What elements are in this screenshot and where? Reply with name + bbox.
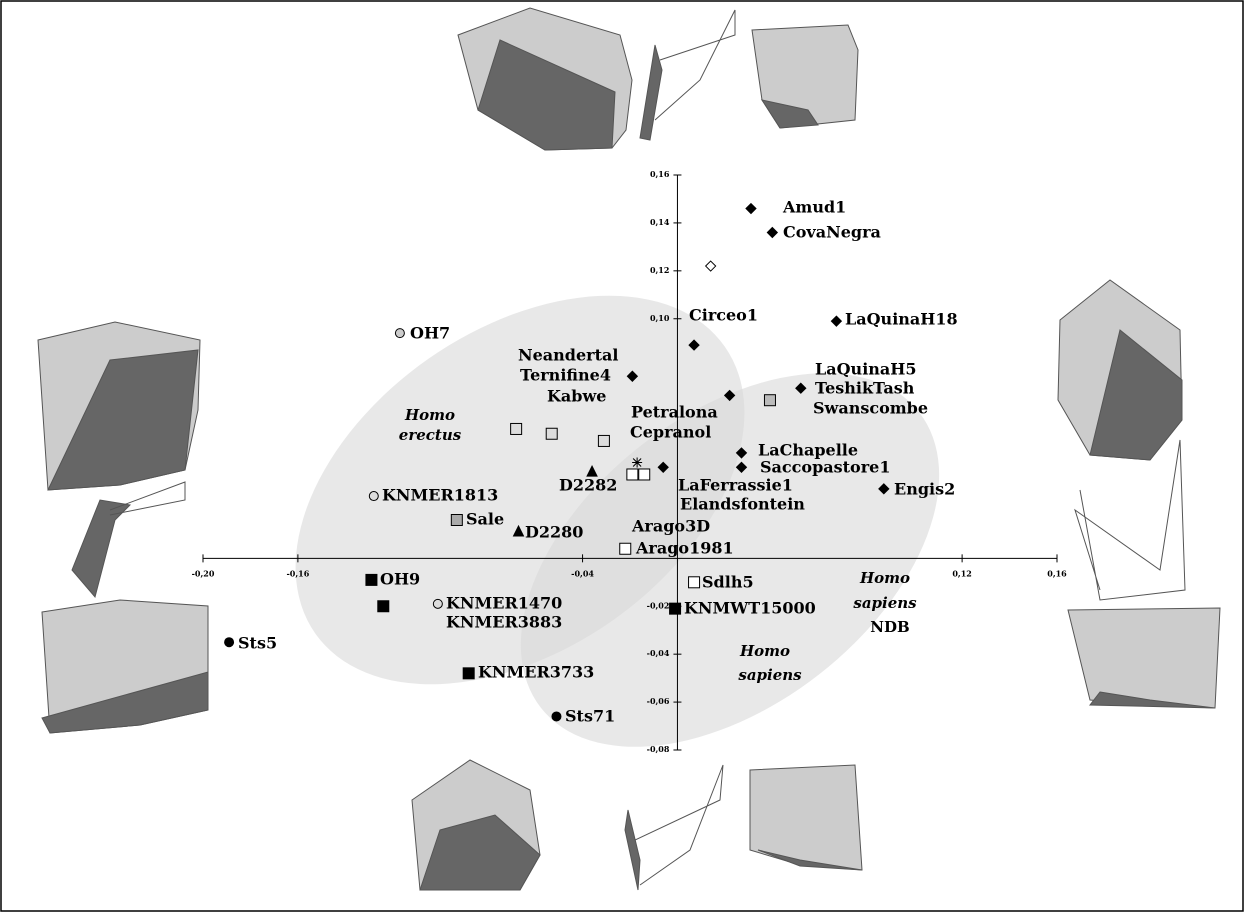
- point: [597, 434, 610, 447]
- point: [626, 468, 639, 481]
- point-label: Saccopastore1: [760, 458, 890, 477]
- point-label: KNMER3883: [446, 613, 562, 632]
- y-tick-label: -0,02: [647, 600, 670, 610]
- point-label: D2280: [525, 523, 583, 542]
- group-label: sapiens: [853, 594, 917, 612]
- point-label: Arago1981: [635, 539, 734, 558]
- point-label: Amud1: [782, 198, 846, 217]
- group-label: Homo: [404, 406, 455, 424]
- point-label: LaChapelle: [758, 441, 858, 460]
- point-label: CovaNegra: [783, 223, 881, 242]
- point: [432, 598, 443, 609]
- point: [368, 491, 379, 502]
- group-label: sapiens: [738, 666, 802, 684]
- point-label: KNMER3733: [478, 663, 594, 682]
- point-label: Sale: [466, 510, 504, 529]
- point: [394, 328, 405, 339]
- x-tick-label: -0,20: [192, 568, 215, 578]
- point-label: Arago3D: [631, 517, 710, 536]
- point: [669, 602, 682, 615]
- point: [450, 514, 463, 526]
- point-label: OH7: [410, 324, 450, 343]
- point-label: Petralona: [631, 403, 718, 422]
- point-label: Engis2: [894, 480, 955, 499]
- x-tick-label: -0,04: [571, 568, 594, 578]
- point: [462, 667, 475, 680]
- point-label: KNMER1470: [446, 594, 562, 613]
- point: [735, 447, 748, 459]
- y-tick-label: -0,08: [647, 744, 670, 754]
- group-label: Homo: [739, 642, 790, 660]
- point: [830, 315, 843, 327]
- x-tick-label: 0,16: [1047, 568, 1067, 578]
- point: [510, 422, 523, 435]
- point: [723, 389, 736, 402]
- group-label: erectus: [399, 426, 462, 444]
- point-label: KNMER1813: [382, 486, 498, 505]
- point-label: Sts71: [565, 707, 615, 726]
- point: [657, 461, 669, 473]
- y-tick-label: 0,10: [650, 313, 670, 323]
- point-label: Sdlh5: [702, 573, 754, 592]
- shape-diagrams: [37, 7, 1221, 891]
- point-label: LaQuinaH18: [845, 310, 958, 329]
- point-label: Neandertal: [518, 346, 618, 365]
- point: [688, 576, 701, 589]
- point-label: LaFerrassie1: [678, 476, 793, 495]
- point: [745, 202, 757, 215]
- point: [766, 226, 779, 239]
- point: [545, 427, 558, 440]
- point: [638, 468, 651, 481]
- point-label: TeshikTash: [815, 379, 915, 398]
- y-tick-label: 0,16: [650, 169, 670, 179]
- point: [586, 464, 598, 477]
- group-label: NDB: [870, 618, 909, 636]
- point: [512, 524, 525, 537]
- point-label: Elandsfontein: [680, 495, 805, 514]
- point-label: OH9: [380, 570, 420, 589]
- point: [377, 600, 390, 613]
- point: [763, 394, 776, 407]
- y-tick-label: 0,14: [650, 217, 670, 227]
- group-label: Homo: [859, 569, 910, 587]
- point-label: Cepranol: [630, 423, 711, 442]
- point-label: KNMWT15000: [684, 599, 816, 618]
- x-tick-label: 0,12: [952, 568, 971, 578]
- point: [619, 542, 632, 555]
- point-label: Swanscombe: [813, 399, 928, 418]
- point: [626, 370, 639, 382]
- point: [688, 339, 700, 351]
- point: [795, 382, 807, 394]
- point: [878, 483, 890, 495]
- point-label: D2282: [559, 476, 617, 495]
- y-tick-label: -0,06: [647, 696, 670, 706]
- point: [365, 573, 378, 586]
- y-tick-label: -0,04: [647, 648, 670, 658]
- point-label: Sts5: [238, 634, 277, 653]
- point: [704, 260, 717, 272]
- y-tick-label: 0,12: [650, 265, 669, 275]
- point: [551, 711, 562, 722]
- point-label: Kabwe: [547, 387, 606, 406]
- ellipses: [295, 295, 940, 747]
- point-label: LaQuinaH5: [815, 360, 917, 379]
- point: [632, 457, 643, 468]
- x-tick-label: -0,16: [286, 568, 309, 578]
- point: [224, 637, 235, 648]
- point-label: Circeo1: [689, 306, 758, 325]
- point-label: Ternifine4: [520, 366, 611, 385]
- point: [735, 461, 748, 473]
